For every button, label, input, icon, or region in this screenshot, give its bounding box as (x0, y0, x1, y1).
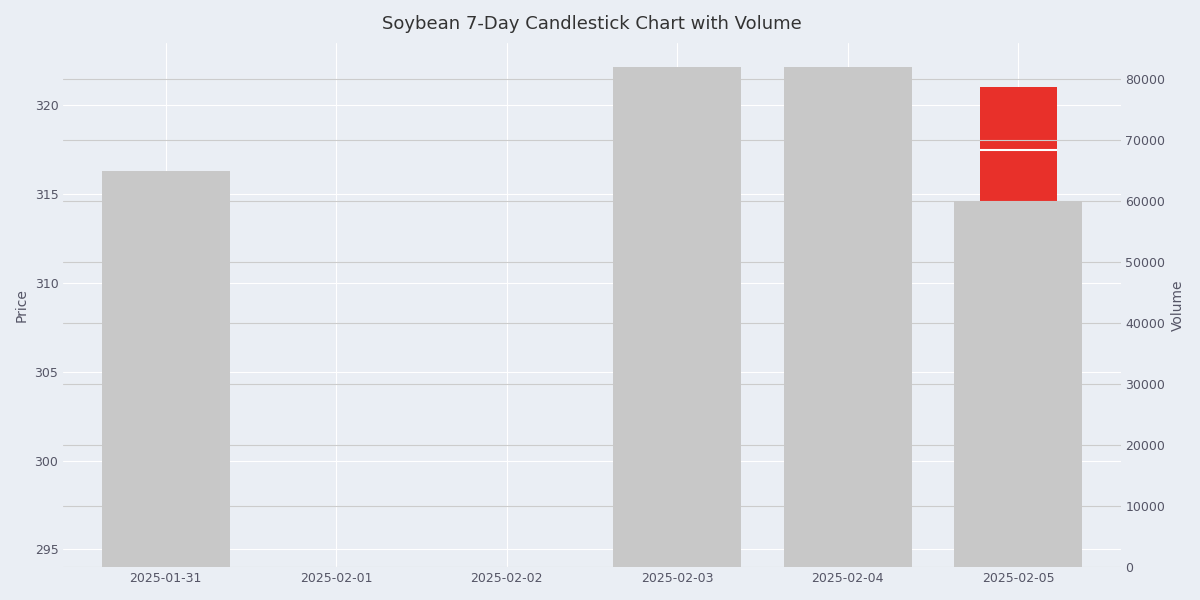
Title: Soybean 7-Day Candlestick Chart with Volume: Soybean 7-Day Candlestick Chart with Vol… (382, 15, 802, 33)
Bar (127, 389, 204, 425)
Y-axis label: Price: Price (16, 288, 29, 322)
Bar (613, 67, 742, 567)
Bar (954, 202, 1082, 567)
Bar (102, 171, 229, 567)
Y-axis label: Volume: Volume (1171, 279, 1186, 331)
Bar (980, 88, 1057, 212)
Bar (784, 67, 912, 567)
Bar (809, 221, 886, 380)
Bar (638, 398, 715, 469)
